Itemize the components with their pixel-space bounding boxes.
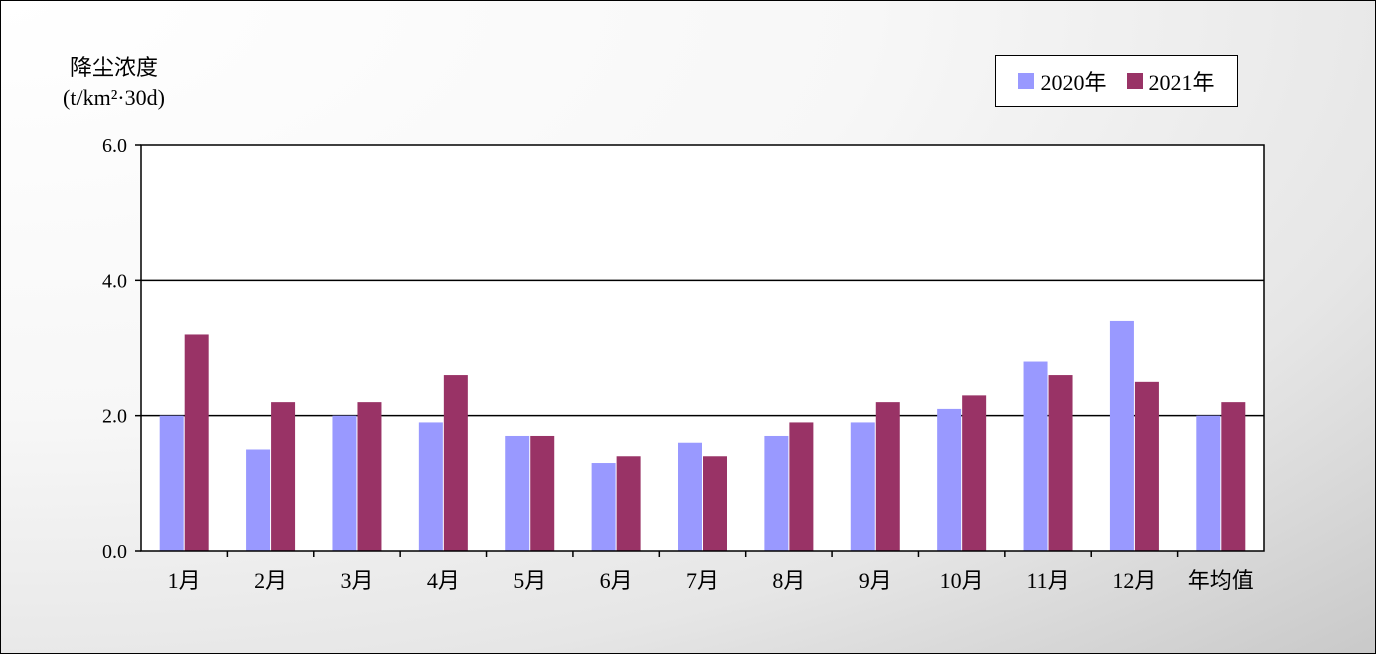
legend-item-2020: 2020年 bbox=[1018, 65, 1107, 97]
bar-2021 bbox=[443, 375, 468, 551]
y-tick-label: 2.0 bbox=[102, 406, 127, 428]
bar-2020 bbox=[850, 422, 875, 551]
plot-area bbox=[141, 145, 1264, 551]
bar-2020 bbox=[159, 415, 184, 551]
x-tick-label: 10月 bbox=[940, 568, 984, 593]
x-tick-label: 8月 bbox=[772, 568, 805, 593]
x-tick-label: 5月 bbox=[513, 568, 546, 593]
bar-2021 bbox=[530, 435, 555, 551]
y-tick-label: 6.0 bbox=[102, 135, 127, 157]
bar-2020 bbox=[678, 442, 702, 551]
bar-2021 bbox=[703, 456, 727, 551]
legend-item-2021: 2021年 bbox=[1126, 65, 1215, 97]
bar-2020 bbox=[764, 435, 789, 551]
bar-2021 bbox=[1221, 402, 1246, 551]
y-tick-label: 4.0 bbox=[102, 270, 127, 292]
x-tick-label: 2月 bbox=[254, 568, 287, 593]
x-tick-label: 6月 bbox=[600, 568, 633, 593]
y-axis-label-title: 降尘浓度 bbox=[69, 55, 158, 80]
bar-2020 bbox=[332, 415, 357, 551]
bar-2021 bbox=[789, 422, 814, 551]
x-tick-label: 7月 bbox=[686, 568, 719, 593]
x-tick-label: 年均值 bbox=[1188, 568, 1254, 593]
bar-2021 bbox=[271, 402, 296, 551]
x-tick-label: 9月 bbox=[859, 568, 892, 593]
y-tick-label: 0.0 bbox=[102, 541, 127, 563]
bar-2021 bbox=[357, 402, 382, 551]
x-tick-label: 11月 bbox=[1026, 568, 1069, 593]
bar-2020 bbox=[1196, 415, 1221, 551]
bar-2020 bbox=[246, 449, 271, 551]
x-tick-label: 3月 bbox=[340, 568, 373, 593]
bar-2020 bbox=[418, 422, 443, 551]
bar-2021 bbox=[962, 395, 987, 551]
bar-2020 bbox=[505, 435, 530, 551]
legend-swatch-2021 bbox=[1126, 73, 1143, 89]
y-axis-label-unit: (t/km²·30d) bbox=[63, 85, 165, 110]
legend: 2020年 2021年 bbox=[995, 55, 1238, 107]
bar-2021 bbox=[1048, 375, 1073, 551]
bar-2020 bbox=[591, 463, 616, 551]
bar-2020 bbox=[1023, 361, 1048, 551]
bar-2021 bbox=[1134, 381, 1159, 551]
legend-swatch-2020 bbox=[1018, 73, 1035, 89]
plot-frame bbox=[140, 144, 1265, 552]
x-tick-label: 4月 bbox=[427, 568, 460, 593]
x-tick-label: 1月 bbox=[168, 568, 201, 593]
legend-label-2020: 2020年 bbox=[1040, 70, 1107, 95]
bar-2021 bbox=[616, 456, 641, 551]
legend-label-2021: 2021年 bbox=[1148, 70, 1215, 95]
bar-2020 bbox=[937, 408, 962, 551]
bar-2021 bbox=[184, 334, 209, 551]
y-axis-label: 降尘浓度 (t/km²·30d) bbox=[49, 53, 179, 113]
x-tick-label: 12月 bbox=[1112, 568, 1156, 593]
bar-2020 bbox=[1109, 320, 1134, 551]
bar-2021 bbox=[875, 402, 900, 551]
